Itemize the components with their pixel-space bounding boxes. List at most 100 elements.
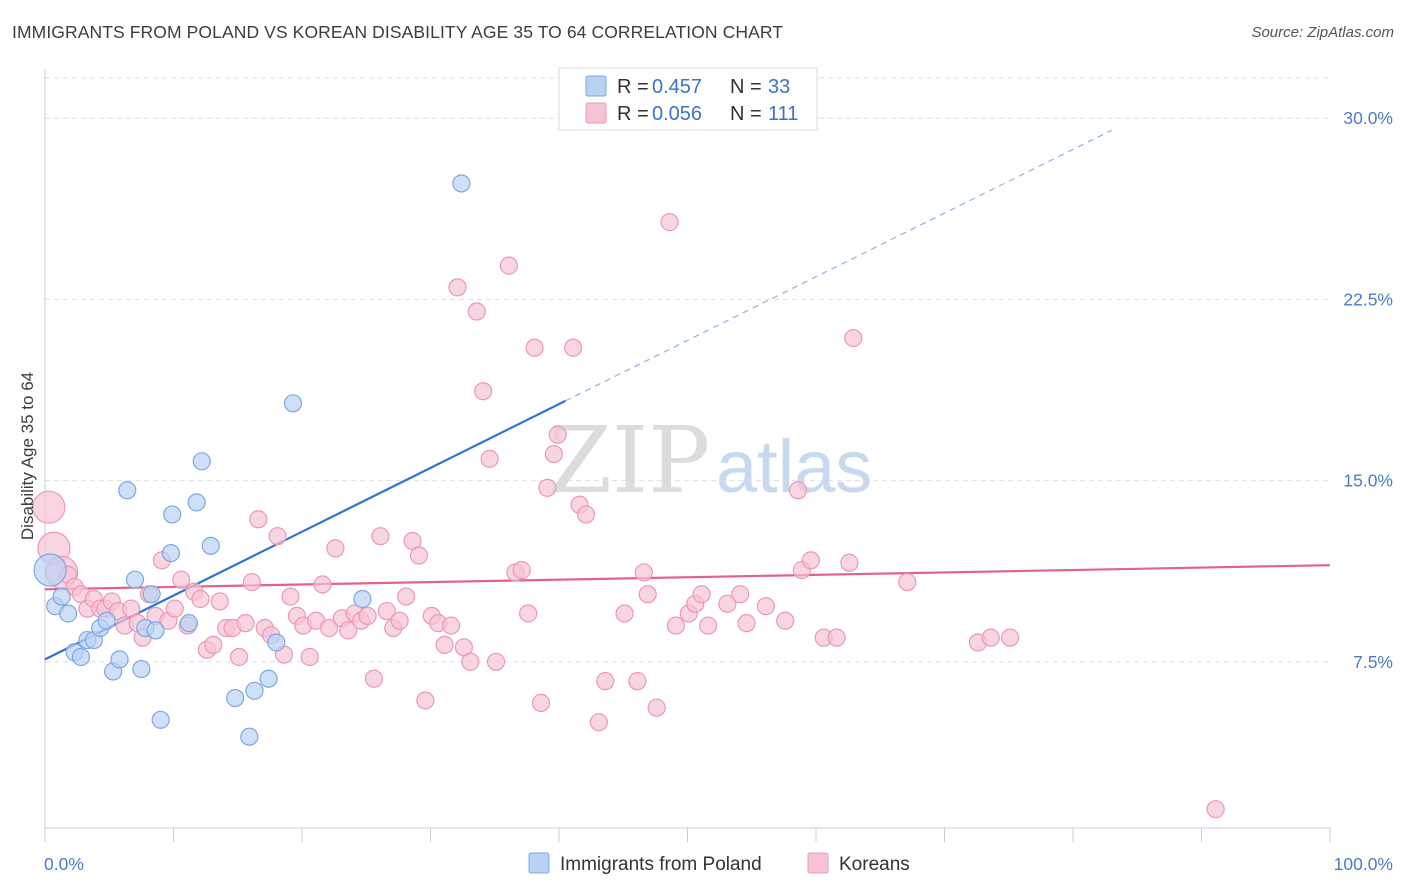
koreans-point (589, 713, 608, 732)
legend-swatch-poland (585, 75, 607, 97)
legend-r-value-koreans: 0.056 (652, 103, 702, 125)
koreans-point (467, 302, 486, 321)
x-ticks (44, 828, 1331, 842)
trend-extension-blue (565, 129, 1112, 402)
legend-box: R = 0.457 N = 33 R = 0.056 N = 111 (558, 67, 818, 131)
poland-point (71, 647, 91, 667)
koreans-point (364, 669, 384, 688)
legend-n-label-koreans: N = (730, 103, 762, 125)
koreans-point (441, 616, 461, 635)
legend-r-value-poland: 0.457 (652, 76, 702, 98)
scatter-points (32, 174, 1225, 819)
poland-point (97, 611, 116, 630)
poland-point (192, 452, 211, 471)
koreans-point (1206, 800, 1225, 819)
koreans-point (165, 599, 184, 618)
koreans-point (242, 572, 261, 592)
poland-point (33, 553, 67, 587)
koreans-point (313, 575, 332, 594)
legend-n-value-koreans: 111 (768, 103, 798, 125)
koreans-point (531, 693, 551, 712)
poland-point (151, 710, 170, 729)
trend-line-pink (44, 564, 1331, 591)
y-axis-title: Disability Age 35 to 64 (18, 372, 37, 540)
chart-title: IMMIGRANTS FROM POLAND VS KOREAN DISABIL… (12, 22, 784, 42)
koreans-point (319, 618, 339, 638)
koreans-point (660, 213, 679, 232)
poland-point (110, 650, 129, 669)
poland-point (179, 614, 199, 633)
watermark-zip: ZIP (548, 407, 710, 514)
koreans-point (229, 647, 249, 667)
poland-point (146, 621, 165, 640)
koreans-point (191, 589, 210, 609)
koreans-point (32, 490, 66, 524)
legend-r-label-koreans: R = (617, 103, 649, 125)
poland-point (283, 394, 303, 413)
x-tick-label-max: 100.0% (1334, 854, 1393, 874)
koreans-point (236, 614, 255, 633)
koreans-point (844, 328, 863, 348)
x-tick-label-min: 0.0% (44, 854, 84, 874)
koreans-point (339, 621, 358, 640)
koreans-point (737, 614, 756, 633)
koreans-point (435, 635, 454, 654)
poland-point (452, 174, 471, 193)
koreans-point (666, 616, 686, 635)
koreans-point (499, 256, 518, 275)
koreans-point (596, 672, 615, 691)
koreans-point (776, 611, 795, 630)
koreans-point (326, 539, 345, 558)
legend-n-value-poland: 33 (768, 76, 790, 98)
koreans-point (840, 553, 859, 572)
koreans-point (268, 527, 287, 546)
poland-point (226, 688, 245, 708)
koreans-point (692, 585, 711, 604)
koreans-point (480, 449, 499, 468)
koreans-point (461, 652, 480, 671)
poland-point (267, 633, 286, 652)
koreans-point (638, 585, 657, 604)
poland-point (240, 727, 259, 746)
koreans-point (204, 635, 223, 654)
legend-n-label-poland: N = (730, 76, 762, 98)
y-tick-label: 22.5% (1343, 289, 1393, 309)
koreans-point (512, 560, 531, 580)
poland-point (59, 604, 78, 623)
koreans-point (634, 563, 653, 582)
koreans-point (548, 425, 567, 444)
bottom-legend-swatch-koreans (807, 852, 829, 874)
koreans-point (801, 551, 820, 570)
koreans-point (628, 672, 647, 691)
bottom-legend: Immigrants from Poland Koreans (528, 852, 910, 875)
koreans-point (172, 570, 191, 589)
koreans-point (898, 572, 917, 592)
poland-point (245, 681, 264, 700)
bottom-legend-label-poland: Immigrants from Poland (560, 854, 762, 875)
gridlines (45, 77, 1330, 663)
koreans-point (358, 606, 377, 626)
koreans-point (371, 527, 390, 546)
koreans-point (396, 587, 416, 606)
koreans-point (249, 510, 268, 529)
koreans-point (448, 278, 467, 297)
koreans-point (788, 481, 808, 500)
poland-point (125, 570, 145, 589)
poland-point (142, 585, 161, 604)
koreans-point (300, 647, 319, 667)
poland-point (201, 536, 220, 555)
bottom-legend-label-koreans: Koreans (839, 854, 910, 875)
koreans-point (1000, 628, 1020, 647)
y-tick-label: 7.5% (1353, 652, 1393, 672)
koreans-point (647, 698, 666, 717)
koreans-point (281, 587, 300, 606)
poland-point (163, 505, 182, 524)
koreans-point (416, 691, 435, 710)
koreans-point (981, 628, 1000, 647)
y-tick-labels: 7.5% 15.0% 22.5% 30.0% (1343, 108, 1393, 672)
poland-point (118, 481, 137, 500)
koreans-point (827, 628, 846, 647)
koreans-point (538, 478, 557, 497)
koreans-point (564, 338, 583, 357)
koreans-point (576, 505, 596, 524)
